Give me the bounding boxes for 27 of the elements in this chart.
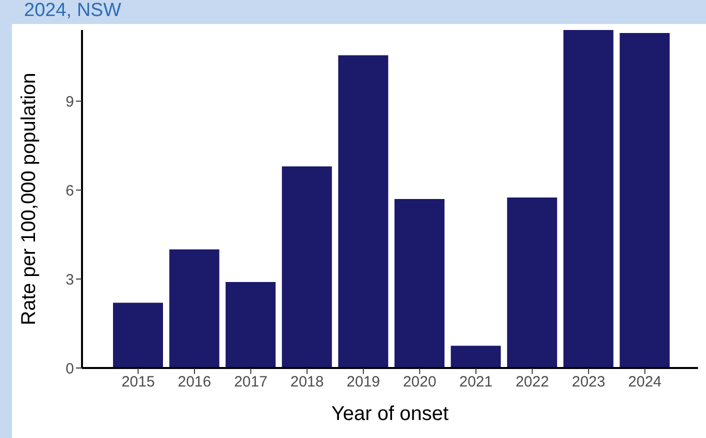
bar bbox=[169, 249, 220, 368]
x-tick-label: 2019 bbox=[346, 374, 380, 391]
x-tick-label: 2016 bbox=[178, 374, 212, 391]
bar bbox=[620, 32, 670, 368]
y-tick-label: 3 bbox=[66, 271, 74, 288]
y-tick-label: 9 bbox=[66, 93, 74, 110]
y-axis-title: Rate per 100,000 population bbox=[18, 72, 40, 326]
bar bbox=[507, 198, 558, 368]
x-tick-label: 2015 bbox=[121, 374, 155, 391]
bar bbox=[450, 346, 501, 368]
x-axis-title: Year of onset bbox=[331, 403, 449, 425]
bar bbox=[282, 166, 332, 368]
x-tick-label: 2024 bbox=[628, 374, 662, 391]
x-tick-label: 2020 bbox=[402, 374, 436, 391]
x-tick-label: 2018 bbox=[290, 374, 324, 391]
x-tick-label: 2017 bbox=[234, 374, 268, 391]
chart-title: 2024, NSW bbox=[24, 0, 122, 22]
x-tick-label: 2021 bbox=[459, 374, 493, 391]
y-tick-label: 6 bbox=[66, 182, 74, 200]
bar bbox=[563, 30, 614, 368]
bar bbox=[113, 302, 163, 368]
bar bbox=[226, 282, 276, 368]
bar bbox=[338, 55, 388, 368]
bar bbox=[394, 199, 444, 368]
x-tick-label: 2022 bbox=[516, 374, 549, 391]
x-tick-label: 2023 bbox=[572, 374, 606, 391]
y-tick-label: 0 bbox=[66, 360, 74, 378]
